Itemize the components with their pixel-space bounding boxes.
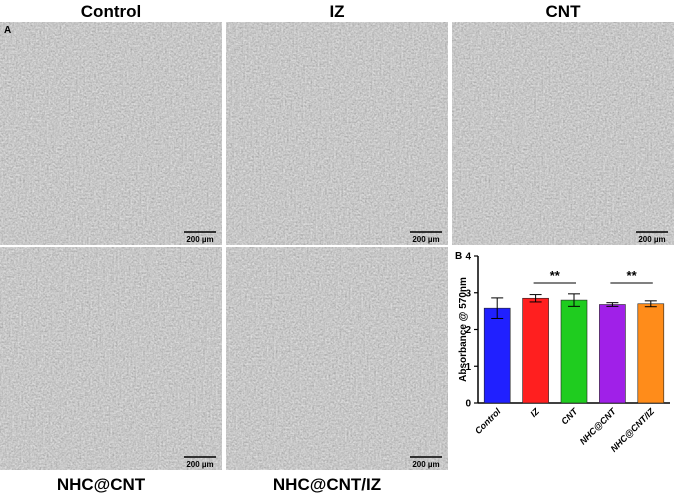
y-tick-label: 0 bbox=[465, 399, 471, 410]
significance: ** bbox=[627, 268, 638, 283]
x-tick-label: CNT bbox=[559, 405, 580, 426]
bar bbox=[483, 307, 511, 404]
image-title: NHC@CNT/IZ bbox=[273, 475, 381, 493]
panel-label: A bbox=[4, 25, 11, 36]
bar bbox=[637, 303, 665, 404]
error-bar bbox=[529, 294, 542, 303]
image-title: Control bbox=[81, 2, 141, 21]
image-title: NHC@CNT bbox=[57, 475, 146, 493]
micrograph bbox=[226, 22, 448, 245]
y-tick-label: 1 bbox=[465, 362, 471, 373]
bar bbox=[599, 304, 626, 404]
scale-label: 200 µm bbox=[412, 460, 439, 469]
image-title: IZ bbox=[329, 2, 344, 21]
scale-label: 200 µm bbox=[186, 235, 213, 244]
image-title: CNT bbox=[546, 2, 582, 21]
micrograph bbox=[452, 22, 674, 245]
micrograph bbox=[0, 22, 222, 245]
micrograph bbox=[0, 247, 222, 470]
error-bar bbox=[606, 302, 619, 307]
error-bar bbox=[568, 293, 580, 307]
y-tick-label: 3 bbox=[465, 288, 471, 299]
significance: ** bbox=[550, 268, 561, 283]
y-tick-label: 4 bbox=[465, 252, 471, 263]
error-bar bbox=[491, 297, 504, 319]
scale-label: 200 µm bbox=[638, 235, 665, 244]
bar bbox=[560, 299, 588, 404]
y-axis-label: Absorbance @ 570nm bbox=[458, 277, 469, 382]
bar bbox=[522, 297, 549, 404]
y-tick-label: 2 bbox=[465, 325, 471, 336]
error-bar bbox=[644, 300, 657, 308]
scale-label: 200 µm bbox=[412, 235, 439, 244]
scale-label: 200 µm bbox=[186, 460, 213, 469]
x-tick-label: NHC@CNT bbox=[578, 405, 619, 446]
panel-label: B bbox=[455, 251, 462, 262]
x-tick-label: IZ bbox=[528, 406, 541, 419]
x-tick-label: Control bbox=[473, 406, 503, 436]
micrograph bbox=[226, 247, 448, 470]
